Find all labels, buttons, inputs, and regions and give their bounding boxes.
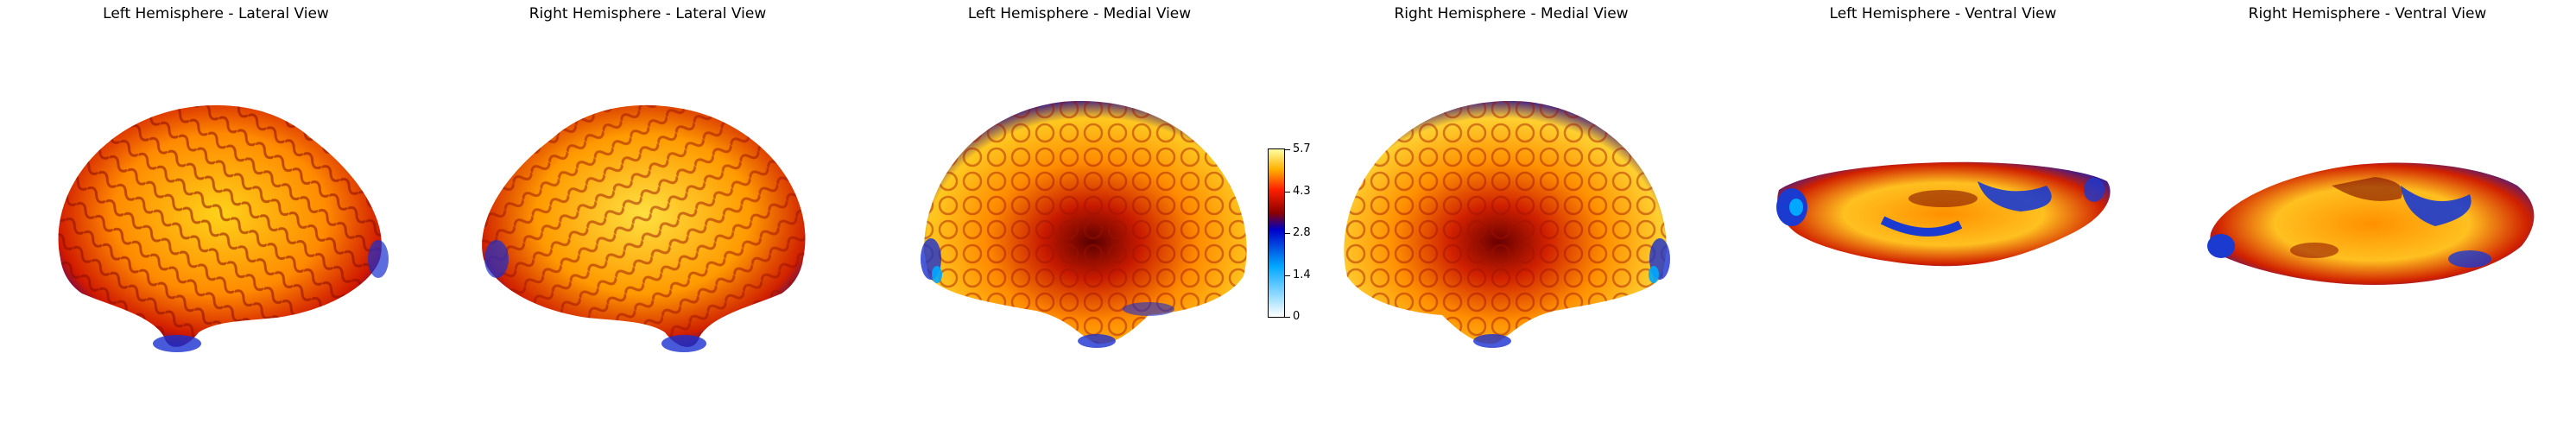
- colorbar-tick: [1285, 275, 1290, 276]
- panel-right-ventral: Right Hemisphere - Ventral View: [2159, 0, 2576, 442]
- brain-surface-left-medial: [921, 101, 1247, 348]
- panel-title: Right Hemisphere - Lateral View: [528, 5, 767, 22]
- brain-surface-right-lateral: [482, 104, 806, 352]
- brain-surface-left-lateral: [58, 104, 389, 352]
- panel-right-medial: Right Hemisphere - Medial View: [1295, 0, 1727, 442]
- brain-surface-right-medial: [1344, 101, 1670, 348]
- colorbar-tick: [1285, 149, 1290, 150]
- colorbar-tick-label: 0: [1293, 310, 1301, 323]
- panel-title: Left Hemisphere - Medial View: [967, 5, 1192, 22]
- panel-title: Left Hemisphere - Ventral View: [1829, 5, 2057, 22]
- panel-title: Right Hemisphere - Medial View: [1394, 5, 1629, 22]
- colorbar: [1268, 148, 1285, 318]
- panel-right-lateral: Right Hemisphere - Lateral View: [432, 0, 864, 442]
- panel-title: Right Hemisphere - Ventral View: [2248, 5, 2487, 22]
- colorbar-tick-label: 4.3: [1293, 185, 1311, 198]
- panel-left-medial: Left Hemisphere - Medial View: [864, 0, 1295, 442]
- colorbar-tick: [1285, 192, 1290, 193]
- colorbar-tick: [1285, 233, 1290, 234]
- colorbar-tick: [1285, 317, 1290, 318]
- colorbar-tick-label: 1.4: [1293, 268, 1311, 281]
- colorbar-tick-label: 2.8: [1293, 226, 1311, 239]
- panel-left-lateral: Left Hemisphere - Lateral View: [0, 0, 432, 442]
- brain-surface-right-ventral: [2207, 162, 2535, 285]
- panel-left-ventral: Left Hemisphere - Ventral View: [1727, 0, 2159, 442]
- brain-surface-left-ventral: [1776, 161, 2111, 267]
- colorbar-tick-label: 5.7: [1293, 142, 1311, 155]
- panel-title: Left Hemisphere - Lateral View: [103, 5, 329, 22]
